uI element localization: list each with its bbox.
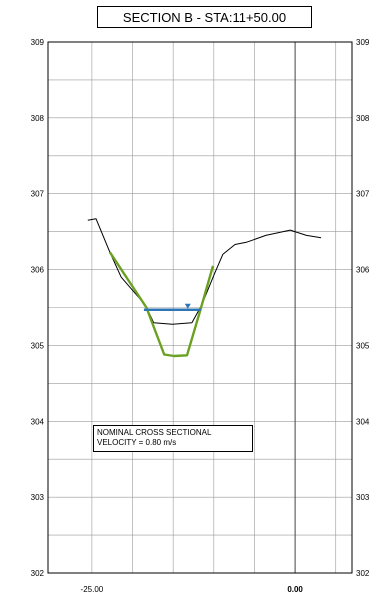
velocity-annotation: NOMINAL CROSS SECTIONAL VELOCITY = 0.80 … [93, 425, 253, 452]
annotation-line-1: NOMINAL CROSS SECTIONAL [97, 428, 212, 437]
y-tick-label-left: 307 [31, 190, 45, 199]
channel-section-line [108, 251, 215, 358]
water-surface-marker-icon [184, 303, 191, 309]
annotation-line-2: VELOCITY = 0.80 m/s [97, 438, 177, 447]
y-tick-label-right: 302 [356, 569, 370, 578]
y-tick-label-right: 303 [356, 493, 370, 502]
y-tick-label-right: 306 [356, 266, 370, 275]
y-tick-label-right: 307 [356, 190, 370, 199]
chart-title: SECTION B - STA:11+50.00 [97, 6, 312, 28]
y-tick-label-left: 302 [31, 569, 45, 578]
y-tick-label-right: 305 [356, 341, 370, 350]
y-tick-label-left: 308 [31, 114, 45, 123]
x-tick-label: 0.00 [287, 585, 303, 594]
y-tick-label-right: 309 [356, 38, 370, 47]
y-tick-label-left: 305 [31, 341, 45, 350]
plot-frame [47, 41, 353, 574]
y-tick-label-left: 303 [31, 493, 45, 502]
y-tick-label-left: 304 [31, 417, 45, 426]
x-tick-label: -25.00 [81, 585, 104, 594]
y-tick-label-left: 309 [31, 38, 45, 47]
y-tick-label-left: 306 [31, 266, 45, 275]
y-tick-label-right: 308 [356, 114, 370, 123]
y-tick-label-right: 304 [356, 417, 370, 426]
